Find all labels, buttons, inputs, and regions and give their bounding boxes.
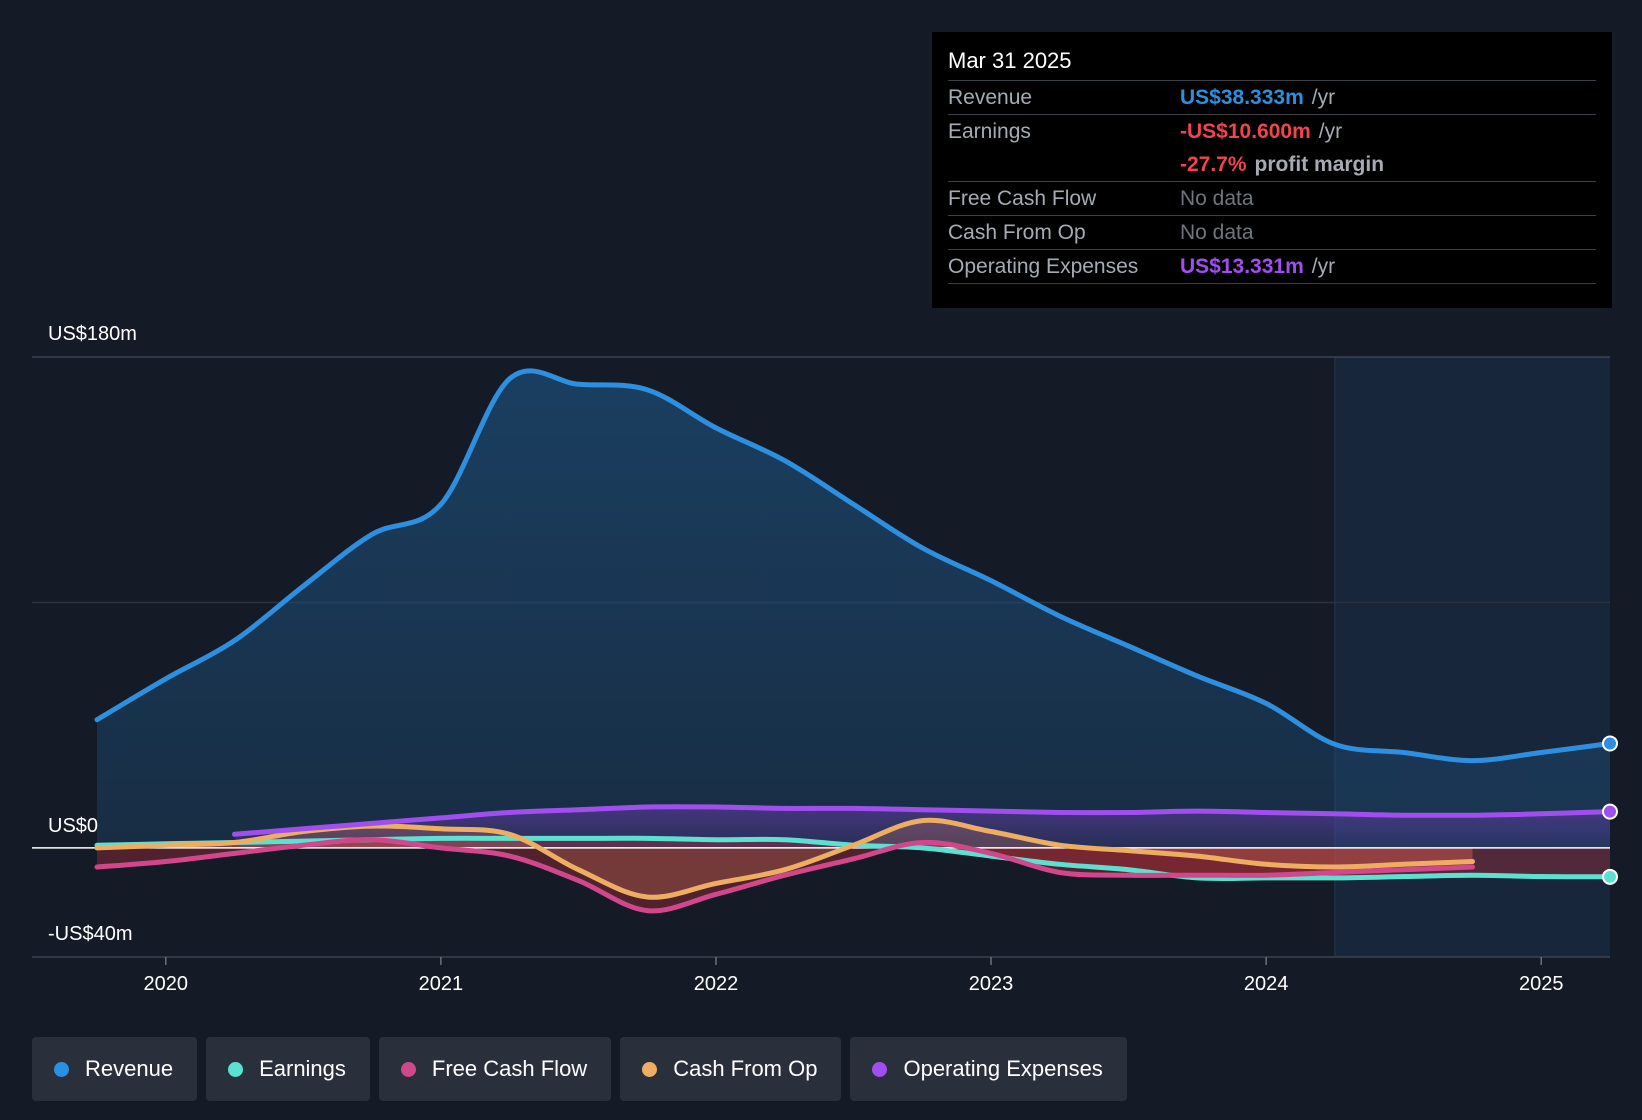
free-cash-flow-area xyxy=(97,839,1473,911)
x-axis: 2020 2021 2022 2023 2024 2025 xyxy=(144,957,1564,995)
tooltip-label: Free Cash Flow xyxy=(948,187,1097,210)
revenue-end-marker xyxy=(1602,735,1618,752)
free-cash-flow-dot-icon xyxy=(400,1061,416,1077)
forecast-region xyxy=(1334,357,1610,957)
x-tick-label: 2021 xyxy=(419,973,464,995)
legend-label: Cash From Op xyxy=(673,1056,818,1081)
tooltip-label: Earnings xyxy=(948,120,1031,143)
tooltip-value: No data xyxy=(1180,221,1254,244)
tooltip-row-operating-expenses: Operating Expenses US$13.331m /yr xyxy=(948,250,1596,284)
tooltip-label: Operating Expenses xyxy=(948,255,1139,278)
revenue-line xyxy=(94,368,1613,764)
x-tick-label: 2023 xyxy=(969,973,1014,995)
tooltip-value: No data xyxy=(1180,187,1254,210)
tooltip-value: -27.7% xyxy=(1180,153,1247,176)
tooltip-unit: /yr xyxy=(1311,86,1336,109)
tooltip-label xyxy=(948,148,1180,181)
tooltip-date: Mar 31 2025 xyxy=(948,46,1596,81)
tooltip-row-profit-margin: -27.7% profit margin xyxy=(948,148,1596,182)
legend-label: Revenue xyxy=(85,1056,174,1081)
y-axis-label-zero: US$0 xyxy=(48,815,98,837)
operating-expenses-line xyxy=(232,804,1613,837)
tooltip-row-revenue: Revenue US$38.333m /yr xyxy=(948,81,1596,115)
legend-label: Operating Expenses xyxy=(903,1056,1103,1081)
tooltip-label: Revenue xyxy=(948,86,1033,109)
operating-expenses-dot-icon xyxy=(872,1061,888,1077)
revenue-area xyxy=(97,370,1610,848)
data-tooltip: Mar 31 2025 Revenue US$38.333m /yr Earni… xyxy=(932,32,1612,308)
tooltip-unit: /yr xyxy=(1318,120,1343,143)
revenue-dot-icon xyxy=(54,1061,69,1077)
x-tick-label: 2025 xyxy=(1519,973,1564,995)
free-cash-flow-line xyxy=(94,837,1475,914)
cash-from-op-dot-icon xyxy=(642,1061,658,1077)
tooltip-label: Cash From Op xyxy=(948,221,1086,244)
tooltip-value: -US$10.600m xyxy=(1180,120,1311,143)
tooltip-value: US$13.331m xyxy=(1180,255,1304,278)
tooltip-unit: profit margin xyxy=(1254,153,1385,176)
earnings-end-marker xyxy=(1602,868,1618,885)
tooltip-unit: /yr xyxy=(1311,255,1336,278)
y-axis-label-top: US$180m xyxy=(48,323,137,345)
tooltip-row-free-cash-flow: Free Cash Flow No data xyxy=(948,182,1596,216)
x-tick-label: 2024 xyxy=(1244,973,1289,995)
legend-label: Earnings xyxy=(259,1056,346,1081)
legend-item-free-cash-flow[interactable]: Free Cash Flow xyxy=(378,1037,612,1101)
tooltip-row-cash-from-op: Cash From Op No data xyxy=(948,216,1596,250)
y-axis-label-bottom: -US$40m xyxy=(48,923,132,945)
operating-expenses-end-marker xyxy=(1602,803,1618,820)
earnings-dot-icon xyxy=(228,1061,244,1077)
legend-label: Free Cash Flow xyxy=(431,1056,588,1081)
legend-item-revenue[interactable]: Revenue xyxy=(32,1037,198,1101)
tooltip-row-earnings: Earnings -US$10.600m /yr xyxy=(948,115,1596,148)
legend-item-cash-from-op[interactable]: Cash From Op xyxy=(620,1037,842,1101)
legend-item-operating-expenses[interactable]: Operating Expenses xyxy=(850,1037,1127,1101)
tooltip-value: US$38.333m xyxy=(1180,86,1304,109)
x-tick-label: 2020 xyxy=(144,973,189,995)
x-tick-label: 2022 xyxy=(694,973,739,995)
legend-item-earnings[interactable]: Earnings xyxy=(206,1037,370,1101)
legend: Revenue Earnings Free Cash Flow Cash Fro… xyxy=(32,1037,1136,1101)
